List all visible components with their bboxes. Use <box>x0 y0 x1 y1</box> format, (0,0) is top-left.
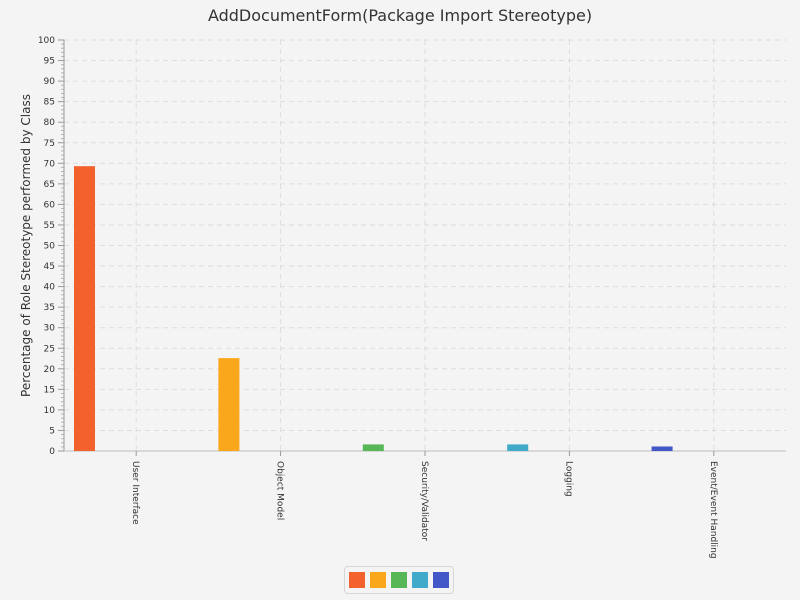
ytick-label: 80 <box>44 118 56 128</box>
ytick-label: 40 <box>44 283 56 293</box>
ytick-label: 75 <box>44 139 55 149</box>
xtick-label: Object Model <box>275 461 285 520</box>
legend-swatch <box>433 572 449 588</box>
ytick-label: 50 <box>44 242 56 252</box>
ytick-label: 30 <box>44 324 56 334</box>
ytick-label: 15 <box>44 385 55 395</box>
ytick-label: 10 <box>44 406 56 416</box>
ytick-label: 55 <box>44 221 55 231</box>
ytick-label: 5 <box>49 426 55 436</box>
ytick-label: 100 <box>38 36 55 46</box>
ytick-label: 95 <box>44 57 55 67</box>
ytick-label: 45 <box>44 262 55 272</box>
ytick-label: 60 <box>44 200 56 210</box>
ytick-label: 65 <box>44 180 55 190</box>
bar-user-interface <box>74 166 95 451</box>
ytick-label: 20 <box>44 365 56 375</box>
bar-security-validator <box>362 444 384 451</box>
y-axis-label: Percentage of Role Stereotype performed … <box>19 94 33 397</box>
ytick-label: 70 <box>44 159 56 169</box>
xtick-label: Security/Validator <box>419 461 429 541</box>
ytick-label: 0 <box>49 447 55 457</box>
ytick-label: 25 <box>44 344 55 354</box>
legend <box>344 566 454 594</box>
ytick-label: 85 <box>44 98 55 108</box>
legend-swatch <box>391 572 407 588</box>
bar-event-event-handling <box>651 446 673 451</box>
bar-logging <box>507 444 529 451</box>
xtick-label: User Interface <box>130 461 140 525</box>
ytick-label: 35 <box>44 303 55 313</box>
xtick-label: Logging <box>563 461 573 497</box>
ytick-label: 90 <box>44 77 56 87</box>
bar-object-model <box>218 358 240 451</box>
legend-swatch <box>349 572 365 588</box>
chart-title: AddDocumentForm(Package Import Stereotyp… <box>207 6 593 25</box>
legend-swatch <box>412 572 428 588</box>
xtick-label: Event/Event Handling <box>708 461 718 559</box>
legend-swatch <box>370 572 386 588</box>
